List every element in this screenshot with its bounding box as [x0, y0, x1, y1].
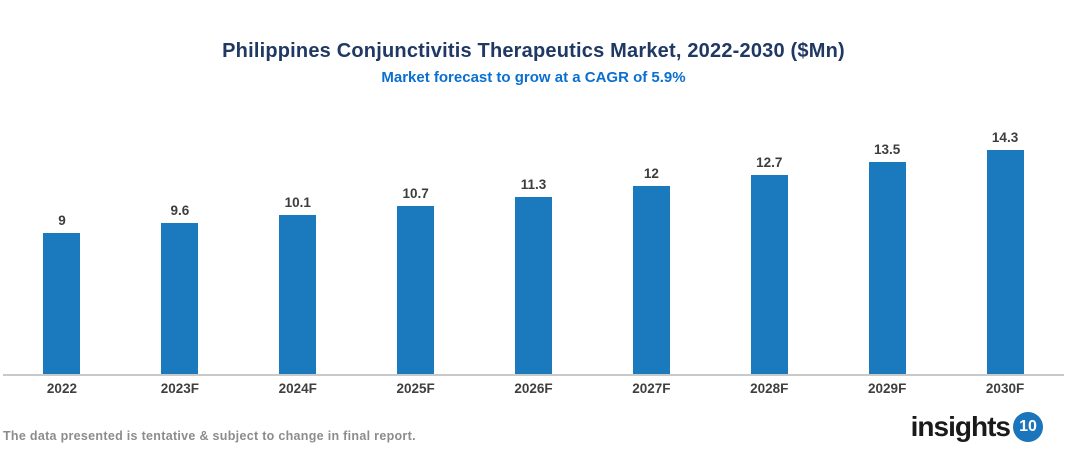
bar-value-label: 13.5	[874, 142, 901, 158]
bar-column: 13.5	[828, 129, 946, 374]
bar-column: 9	[3, 129, 121, 374]
bar-value-label: 11.3	[520, 176, 547, 192]
x-axis-tick-label: 2029F	[868, 381, 907, 396]
chart-subtitle: Market forecast to grow at a CAGR of 5.9…	[381, 69, 686, 86]
bar-column: 12	[592, 129, 710, 374]
bars-area: 9 9.6 10.1 10.7 11.3 12 12.7 13.5 14.3	[3, 129, 1064, 376]
bar-column: 11.3	[475, 129, 593, 374]
bar-value-label: 14.3	[991, 129, 1019, 145]
bar-value-label: 12	[643, 165, 659, 181]
bar	[986, 149, 1024, 374]
bar	[868, 162, 906, 374]
bar	[43, 232, 81, 374]
bar-column: 9.6	[121, 129, 239, 374]
x-axis-tick-label: 2028F	[750, 381, 789, 396]
logo-badge-circle: 10	[1013, 412, 1043, 442]
x-axis-tick-label: 2023F	[160, 381, 199, 396]
insights10-logo: insights 10	[911, 412, 1043, 442]
x-axis-tick-label: 2027F	[632, 381, 671, 396]
bar-column: 10.7	[357, 129, 475, 374]
bar-value-label: 12.7	[756, 154, 783, 170]
bar-column: 12.7	[710, 129, 828, 374]
x-axis-tick-label: 2024F	[278, 381, 317, 396]
bar	[515, 196, 552, 374]
bar-value-label: 10.1	[284, 195, 311, 211]
bar-value-label: 9	[58, 212, 66, 228]
chart-title: Philippines Conjunctivitis Therapeutics …	[222, 40, 845, 62]
bar-value-label: 9.6	[170, 203, 190, 219]
bar-chart-plot: 9 9.6 10.1 10.7 11.3 12 12.7 13.5 14.3 2…	[3, 129, 1064, 396]
x-axis-tick-label: 2025F	[396, 381, 435, 396]
bar-column: 10.1	[239, 129, 357, 374]
bar	[632, 185, 670, 374]
x-axis-tick-label: 2030F	[985, 381, 1025, 396]
bar-column: 14.3	[946, 129, 1064, 374]
x-axis-tick-label: 2026F	[514, 381, 553, 396]
disclaimer-note: The data presented is tentative & subjec…	[3, 429, 416, 443]
logo-wordmark: insights	[910, 411, 1011, 442]
x-axis-tick-label: 2022	[46, 381, 77, 396]
bar	[279, 215, 317, 374]
bar	[161, 223, 199, 374]
bar-value-label: 10.7	[402, 186, 429, 202]
bar	[397, 206, 435, 374]
bar	[750, 174, 788, 374]
chart-header: Philippines Conjunctivitis Therapeutics …	[0, 0, 1067, 87]
x-axis-labels: 2022 2023F 2024F 2025F 2026F 2027F 2028F…	[3, 381, 1064, 396]
